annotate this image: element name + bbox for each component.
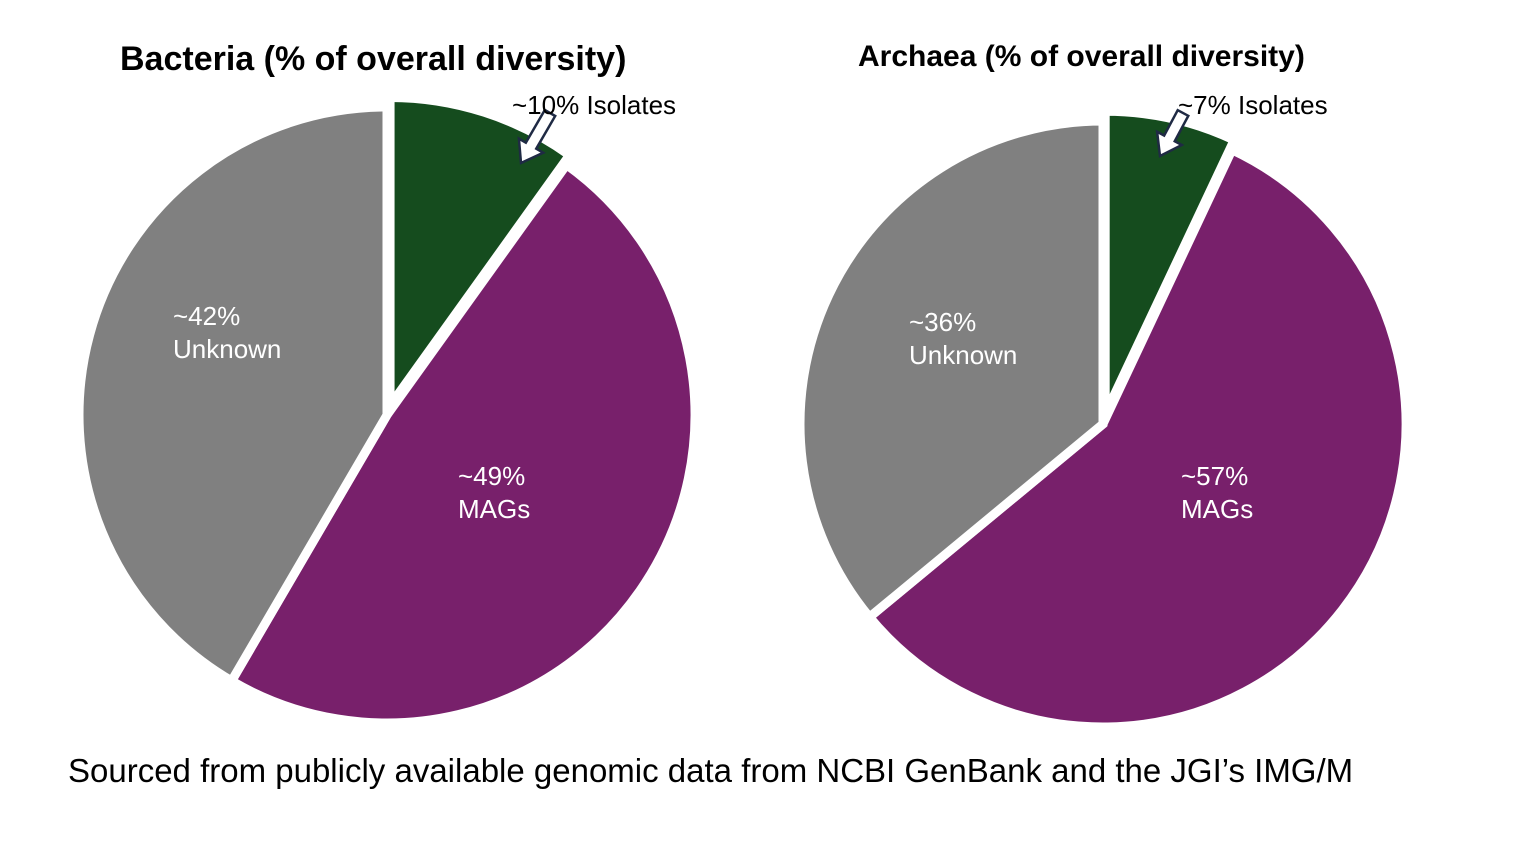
archaea-isolates-label: ~7% Isolates (1178, 90, 1328, 120)
archaea-chart-title: Archaea (% of overall diversity) (858, 40, 1305, 73)
bacteria-unknown-name-label: Unknown (173, 334, 281, 364)
bacteria-chart-title: Bacteria (% of overall diversity) (120, 40, 627, 78)
bacteria-mags-name-label: MAGs (458, 494, 530, 524)
bacteria-slice-mags (225, 158, 700, 728)
archaea-unknown-percent-label: ~36% (909, 307, 976, 337)
archaea-mags-name-label: MAGs (1181, 494, 1253, 524)
bacteria-mags-percent-label: ~49% (458, 461, 525, 491)
archaea-slice-unknown (795, 116, 1108, 624)
archaea-unknown-name-label: Unknown (909, 340, 1017, 370)
archaea-pie (795, 106, 1411, 732)
archaea-mags-percent-label: ~57% (1181, 461, 1248, 491)
archaea-isolates-arrow-icon (1155, 108, 1190, 158)
bacteria-unknown-percent-label: ~42% (173, 301, 240, 331)
source-note: Sourced from publicly available genomic … (68, 752, 1354, 789)
archaea-slice-mags (863, 143, 1411, 732)
bacteria-isolates-arrow-icon (517, 108, 557, 165)
archaea-slice-isolates (1100, 106, 1241, 417)
bacteria-slice-unknown (74, 102, 392, 688)
bacteria-isolates-label: ~10% Isolates (512, 90, 676, 120)
bacteria-pie (74, 92, 700, 728)
bacteria-slice-isolates (385, 92, 576, 420)
